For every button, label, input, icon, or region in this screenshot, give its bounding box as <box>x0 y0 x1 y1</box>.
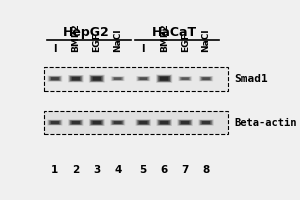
FancyBboxPatch shape <box>156 75 172 83</box>
FancyBboxPatch shape <box>70 76 81 81</box>
Bar <box>44 111 228 134</box>
Text: BMP2: BMP2 <box>160 24 169 52</box>
FancyBboxPatch shape <box>70 120 81 125</box>
Text: NaCl: NaCl <box>202 29 211 52</box>
FancyBboxPatch shape <box>48 76 62 82</box>
FancyBboxPatch shape <box>178 120 192 125</box>
FancyBboxPatch shape <box>51 77 59 80</box>
FancyBboxPatch shape <box>178 76 192 81</box>
Bar <box>44 111 228 134</box>
Text: 5: 5 <box>140 165 147 175</box>
FancyBboxPatch shape <box>68 119 83 126</box>
FancyBboxPatch shape <box>69 120 82 125</box>
Bar <box>44 67 228 91</box>
FancyBboxPatch shape <box>72 121 80 124</box>
FancyBboxPatch shape <box>136 119 151 126</box>
FancyBboxPatch shape <box>93 77 101 81</box>
FancyBboxPatch shape <box>90 75 104 82</box>
Text: EGF: EGF <box>92 33 101 52</box>
Text: l: l <box>53 44 57 54</box>
FancyBboxPatch shape <box>136 120 150 125</box>
Text: 7: 7 <box>182 165 189 175</box>
Text: Beta-actin: Beta-actin <box>234 118 296 128</box>
FancyBboxPatch shape <box>202 121 210 124</box>
FancyBboxPatch shape <box>50 77 60 81</box>
FancyBboxPatch shape <box>72 77 80 80</box>
FancyBboxPatch shape <box>112 77 124 81</box>
FancyBboxPatch shape <box>156 119 172 126</box>
FancyBboxPatch shape <box>177 119 193 126</box>
FancyBboxPatch shape <box>200 76 212 81</box>
FancyBboxPatch shape <box>160 121 168 124</box>
FancyBboxPatch shape <box>48 120 62 125</box>
FancyBboxPatch shape <box>159 120 170 125</box>
Text: HaCaT: HaCaT <box>152 26 197 39</box>
FancyBboxPatch shape <box>90 120 104 125</box>
Text: 3: 3 <box>93 165 100 175</box>
FancyBboxPatch shape <box>138 77 148 80</box>
Text: 8: 8 <box>202 165 210 175</box>
FancyBboxPatch shape <box>111 76 125 81</box>
Text: NaCl: NaCl <box>113 29 122 52</box>
FancyBboxPatch shape <box>139 121 147 124</box>
FancyBboxPatch shape <box>180 120 191 125</box>
FancyBboxPatch shape <box>69 76 82 82</box>
FancyBboxPatch shape <box>111 120 124 125</box>
Text: 2: 2 <box>72 165 80 175</box>
Text: BMP2: BMP2 <box>71 24 80 52</box>
FancyBboxPatch shape <box>200 120 213 125</box>
FancyBboxPatch shape <box>157 75 171 82</box>
FancyBboxPatch shape <box>158 120 171 125</box>
FancyBboxPatch shape <box>89 119 105 126</box>
FancyBboxPatch shape <box>93 121 101 124</box>
Text: 6: 6 <box>160 165 168 175</box>
FancyBboxPatch shape <box>201 77 211 80</box>
FancyBboxPatch shape <box>198 120 214 126</box>
FancyBboxPatch shape <box>179 77 191 81</box>
Text: 4: 4 <box>114 165 122 175</box>
Text: EGF: EGF <box>181 33 190 52</box>
FancyBboxPatch shape <box>180 77 190 80</box>
FancyBboxPatch shape <box>138 120 149 125</box>
Text: 1: 1 <box>51 165 58 175</box>
FancyBboxPatch shape <box>114 121 122 124</box>
Text: Smad1: Smad1 <box>234 74 268 84</box>
FancyBboxPatch shape <box>182 77 189 80</box>
FancyBboxPatch shape <box>68 75 84 82</box>
FancyBboxPatch shape <box>201 121 212 125</box>
FancyBboxPatch shape <box>114 77 122 80</box>
FancyBboxPatch shape <box>89 75 105 83</box>
Bar <box>44 67 228 91</box>
FancyBboxPatch shape <box>112 121 123 124</box>
FancyBboxPatch shape <box>181 121 189 124</box>
FancyBboxPatch shape <box>158 76 170 81</box>
FancyBboxPatch shape <box>160 77 169 81</box>
FancyBboxPatch shape <box>110 120 125 125</box>
FancyBboxPatch shape <box>50 121 60 125</box>
FancyBboxPatch shape <box>137 77 149 81</box>
FancyBboxPatch shape <box>199 76 213 81</box>
FancyBboxPatch shape <box>136 76 150 81</box>
FancyBboxPatch shape <box>49 76 61 81</box>
FancyBboxPatch shape <box>51 121 59 124</box>
FancyBboxPatch shape <box>113 77 123 80</box>
FancyBboxPatch shape <box>202 77 210 80</box>
FancyBboxPatch shape <box>140 77 147 80</box>
Text: HepG2: HepG2 <box>63 26 110 39</box>
FancyBboxPatch shape <box>47 120 62 126</box>
FancyBboxPatch shape <box>91 120 102 125</box>
FancyBboxPatch shape <box>91 76 103 81</box>
Text: l: l <box>142 44 145 54</box>
